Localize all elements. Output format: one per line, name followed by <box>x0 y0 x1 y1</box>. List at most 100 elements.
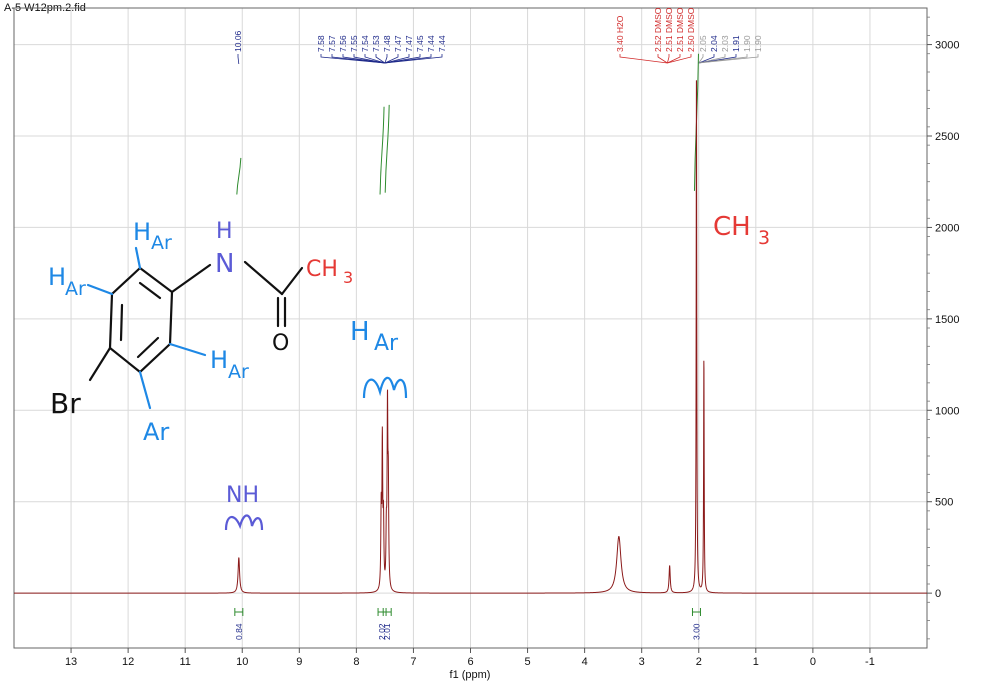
peak-label-leader <box>384 54 399 64</box>
integration-value: 2.01 <box>382 623 392 640</box>
peak-shift-label: 1.90 <box>742 35 752 52</box>
peak-shift-label: 7.47 <box>393 35 403 52</box>
peak-label-leader <box>237 54 240 65</box>
y-tick-label: 1000 <box>935 405 959 417</box>
integration-layer: 0.84 2.022.01 3.00 <box>234 608 701 640</box>
integral-curve <box>236 157 242 195</box>
ar-peak-label: Ar <box>374 331 399 356</box>
y-tick-label: 500 <box>935 497 953 509</box>
peak-label-leader <box>667 54 681 64</box>
br-atom: Br <box>50 387 81 420</box>
x-tick-label: 8 <box>353 656 359 668</box>
peak-label-layer: 10.06 7.58 7.57 7.56 7.55 7.54 7.53 7.48 7.47 7.4… <box>233 7 763 65</box>
peak-label-leader <box>698 54 737 64</box>
peak-shift-label: 2.51 DMSO <box>675 7 685 52</box>
h-ar-peak-label: H <box>350 317 370 347</box>
grid-layer <box>14 8 927 648</box>
o-atom: O <box>272 331 289 356</box>
integral-curve <box>384 104 390 193</box>
x-tick-label: 7 <box>410 656 416 668</box>
peak-shift-label: 7.55 <box>349 35 359 52</box>
x-tick-label: 3 <box>639 656 645 668</box>
peak-shift-label: 2.52 DMSO <box>653 7 663 52</box>
ch3-structure: CH <box>306 257 338 282</box>
peak-label-leader <box>342 54 385 64</box>
aromatic-h-bonds <box>86 246 207 410</box>
peak-label-leader <box>657 54 668 64</box>
ar-sub-right: Ar <box>228 361 249 383</box>
peak-label-leader <box>320 54 385 64</box>
x-tick-label: 6 <box>467 656 473 668</box>
peak-label-leader <box>384 54 410 64</box>
benzene-ring <box>88 260 304 382</box>
y-tick-label: 2500 <box>935 131 959 143</box>
ch3-peak-label-sub: 3 <box>758 227 770 249</box>
peak-shift-label: 7.57 <box>327 35 337 52</box>
peak-label-leader <box>384 54 388 64</box>
y-tick-label: 1500 <box>935 314 959 326</box>
peak-shift-label: 3.40 H2O <box>615 15 625 52</box>
h-ar-right: H <box>210 346 228 374</box>
peak-label-leader <box>698 54 759 64</box>
peak-shift-label: 2.50 DMSO <box>686 7 696 52</box>
peak-label-leader <box>619 54 668 64</box>
peak-label-leader <box>331 54 385 64</box>
x-tick-label: 0 <box>810 656 816 668</box>
h-nh-atom: H <box>216 219 233 244</box>
peak-shift-label: 7.44 <box>426 35 436 52</box>
peak-shift-label: 7.45 <box>415 35 425 52</box>
y-tick-label: 2000 <box>935 222 959 234</box>
peak-shift-label: 7.53 <box>371 35 381 52</box>
aromatic-multiplet-squiggle <box>362 376 408 399</box>
integration-value: 0.84 <box>234 623 244 640</box>
x-tick-label: 11 <box>179 656 190 668</box>
peak-label-leader <box>698 54 715 64</box>
x-tick-label: 12 <box>122 656 134 668</box>
integral-curve <box>379 106 385 195</box>
peak-shift-label: 10.06 <box>233 30 243 52</box>
peak-label-leader <box>353 54 385 64</box>
peak-label-leader <box>666 54 670 64</box>
peak-shift-label: 7.54 <box>360 35 370 52</box>
peak-label-leader <box>384 54 421 64</box>
ch3-structure-sub: 3 <box>343 268 353 287</box>
ar-sub-top: Ar <box>151 232 172 254</box>
axis-layer: 13 12 11 10 9 8 7 6 5 4 3 2 1 0 -105001000150020002500… <box>65 16 959 668</box>
integration-value: 3.00 <box>691 623 701 640</box>
peak-shift-label: 7.58 <box>316 35 326 52</box>
x-tick-label: 9 <box>296 656 302 668</box>
ch3-peak-label: CH <box>713 212 751 242</box>
x-tick-label: 2 <box>696 656 702 668</box>
x-tick-label: 4 <box>582 656 588 668</box>
integral-layer <box>236 53 699 195</box>
peak-shift-label: 1.91 <box>731 35 741 52</box>
y-tick-label: 3000 <box>935 40 959 52</box>
nh-peak-label: NH <box>226 483 259 508</box>
h-ar-left: H <box>48 263 66 291</box>
peak-shift-label: 7.44 <box>437 35 447 52</box>
peak-shift-label: 2.03 <box>720 35 730 52</box>
peak-shift-label: 2.51 DMSO <box>664 7 674 52</box>
h-ar-top: H <box>133 218 151 246</box>
peak-shift-label: 7.47 <box>404 35 414 52</box>
x-axis-label: f1 (ppm) <box>450 669 491 681</box>
nh-multiplet-squiggle <box>224 514 264 531</box>
peak-label-leader <box>698 54 726 64</box>
peak-label-leader <box>375 54 386 64</box>
peak-shift-label: 7.48 <box>382 35 392 52</box>
x-tick-label: -1 <box>865 656 875 668</box>
integration-value: 2.02 <box>377 623 387 640</box>
ar-sub-left: Ar <box>65 278 86 300</box>
peak-label-leader <box>364 54 386 64</box>
peak-label-leader <box>667 54 692 64</box>
x-tick-label: 5 <box>525 656 531 668</box>
spectrum-line <box>14 80 927 594</box>
x-tick-label: 13 <box>65 656 77 668</box>
n-atom: N <box>215 249 234 279</box>
ar-bottom: Ar <box>143 418 169 446</box>
structure-annotation: H Ar H N CH 3 H Ar H Ar O Br Ar H Ar NH … <box>48 212 770 531</box>
y-tick-label: 0 <box>935 588 941 600</box>
peak-shift-label: 2.05 <box>698 35 708 52</box>
x-tick-label: 1 <box>753 656 759 668</box>
